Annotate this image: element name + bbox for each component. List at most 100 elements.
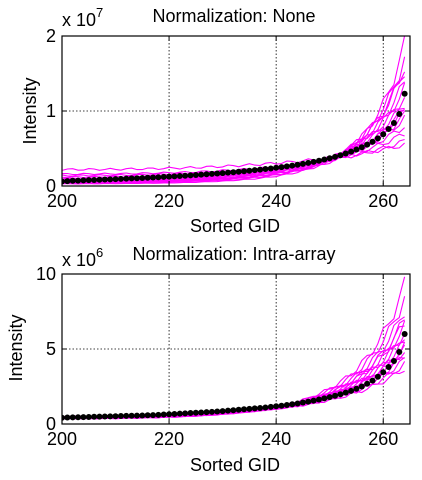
- data-point: [385, 126, 392, 132]
- data-point: [69, 177, 76, 184]
- data-point: [96, 176, 103, 183]
- series-line: [62, 71, 406, 184]
- data-point: [192, 172, 199, 179]
- data-point: [182, 410, 189, 417]
- data-point: [390, 120, 397, 126]
- data-point: [294, 400, 301, 407]
- data-point: [358, 383, 365, 390]
- data-point: [214, 408, 221, 415]
- y-tick-label: 0: [46, 414, 56, 434]
- data-point: [133, 175, 140, 182]
- data-point: [348, 387, 355, 394]
- series-line: [62, 56, 406, 184]
- data-point: [353, 146, 360, 153]
- series-line: [62, 276, 406, 420]
- data-point: [107, 176, 114, 183]
- data-point: [337, 391, 344, 398]
- data-point: [166, 411, 173, 418]
- x-tick-label: 200: [47, 429, 77, 449]
- axes-frame: [61, 35, 411, 187]
- y-tick-label: 0: [46, 176, 56, 196]
- data-point: [321, 156, 328, 163]
- data-point: [171, 173, 178, 180]
- data-point: [75, 177, 82, 184]
- data-point: [289, 162, 296, 169]
- data-point: [85, 177, 92, 184]
- data-point: [294, 161, 301, 168]
- x-tick-label: 260: [368, 191, 398, 211]
- data-point: [326, 394, 333, 401]
- data-point: [62, 414, 65, 421]
- data-point: [192, 409, 199, 416]
- data-point: [251, 167, 258, 174]
- data-point: [101, 176, 108, 183]
- data-point: [155, 411, 162, 418]
- data-point: [160, 411, 167, 418]
- data-point: [230, 407, 237, 414]
- exponent-power: 6: [96, 245, 103, 260]
- data-point: [246, 167, 253, 174]
- series-line: [62, 339, 405, 419]
- data-layer: [62, 36, 408, 185]
- axes-frame: [61, 273, 411, 425]
- data-point: [224, 169, 231, 176]
- data-point: [203, 171, 210, 178]
- data-point: [369, 377, 376, 384]
- data-point: [166, 173, 173, 180]
- data-point: [64, 414, 71, 421]
- data-point: [273, 403, 280, 410]
- data-point: [257, 166, 264, 173]
- data-point: [401, 331, 408, 337]
- series-line: [62, 36, 406, 185]
- data-point: [337, 152, 344, 159]
- data-point: [123, 412, 130, 419]
- data-point: [257, 404, 264, 411]
- y-axis-label: Intensity: [20, 77, 40, 144]
- series-line: [62, 319, 405, 420]
- series-line: [62, 316, 405, 420]
- data-point: [310, 158, 317, 165]
- data-point: [160, 173, 167, 180]
- series-line: [62, 320, 406, 419]
- data-point: [267, 403, 274, 410]
- data-point: [241, 168, 248, 175]
- x-tick-label: 200: [47, 191, 77, 211]
- data-point: [117, 175, 124, 182]
- data-layer: [62, 276, 408, 421]
- data-point: [91, 413, 98, 420]
- data-point: [305, 159, 312, 166]
- data-point: [332, 153, 339, 160]
- data-point: [107, 413, 114, 420]
- data-point: [187, 410, 194, 417]
- data-point: [251, 405, 258, 412]
- data-point: [342, 389, 349, 396]
- data-point: [139, 412, 146, 419]
- data-point: [235, 168, 242, 175]
- data-point: [315, 396, 322, 403]
- data-point: [396, 349, 403, 355]
- data-point: [117, 413, 124, 420]
- data-point: [369, 138, 376, 145]
- data-point: [96, 413, 103, 420]
- data-point: [80, 414, 87, 421]
- data-point: [219, 408, 226, 415]
- data-point: [91, 177, 98, 183]
- data-point: [62, 178, 65, 185]
- data-point: [128, 175, 135, 182]
- data-point: [358, 144, 365, 151]
- data-point: [224, 407, 231, 414]
- data-point: [364, 141, 371, 148]
- data-point: [342, 150, 349, 157]
- data-point: [208, 170, 215, 177]
- data-point: [133, 412, 140, 419]
- data-point: [171, 410, 178, 417]
- data-point: [262, 404, 269, 411]
- data-point: [139, 174, 146, 181]
- series-line: [62, 296, 406, 420]
- data-point: [262, 166, 269, 173]
- data-point: [75, 414, 82, 421]
- data-point: [348, 148, 355, 155]
- series-line: [62, 325, 405, 419]
- data-point: [364, 380, 371, 387]
- chart-title: Normalization: Intra-array: [132, 244, 335, 264]
